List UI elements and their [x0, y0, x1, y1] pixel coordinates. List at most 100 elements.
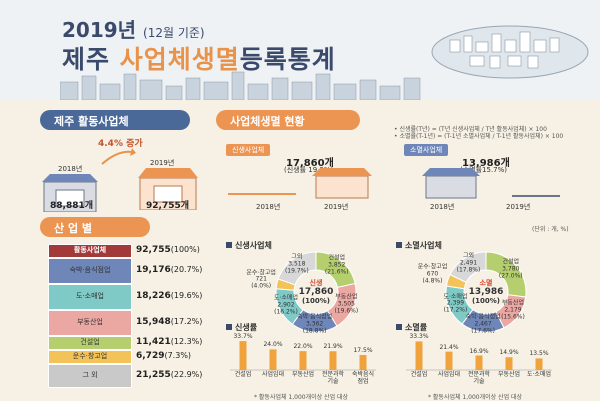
pie-center-label: 신생 17,860 (100%)	[298, 278, 334, 306]
category-row-value: 18,226(19.6%)	[136, 291, 202, 301]
store-2018-icon	[42, 174, 98, 212]
category-row-number: 6,729	[136, 351, 165, 361]
death-label: 소멸사업체	[404, 144, 449, 156]
death-pie-chart: 건설업 3,780 (27.0%) 부동산업 2,179 (15.6%) 숙박·음식점업 2,…	[406, 246, 566, 336]
bar	[415, 341, 423, 370]
birth-rate: (신생률 19.3%)	[284, 166, 334, 174]
bar-category-label: 사업임대	[261, 371, 285, 378]
death-bar-note: * 활동사업체 1,000개이상 산업 대상	[428, 394, 523, 401]
bar-category-label: 도·소매업	[527, 371, 551, 378]
bar	[239, 341, 247, 370]
birth-bar-title: 신생률	[226, 322, 257, 333]
death-bar-title-text: 소멸률	[405, 323, 428, 332]
pie-slice-label: 운수·창고업 721 (4.0%)	[246, 269, 276, 290]
bar	[299, 351, 307, 370]
birth-pie-chart: 건설업 3,852 (21.6%) 부동산업 3,505 (19.6%) 숙박·음식점업 3,…	[236, 246, 396, 336]
pie-slice-label: 그외 3,518 (19.7%)	[284, 253, 309, 275]
bar	[535, 358, 543, 370]
death-pie-title-text: 소멸사업체	[405, 241, 442, 250]
section-status-header: 사업체생멸 현황	[216, 110, 360, 130]
pie-slice-label: 도·소매업 2,399 (17.2%)	[443, 293, 468, 314]
active-value-2019: 92,755개	[146, 201, 190, 211]
pie-slice-label: 부동산업 2,179 (15.6%)	[501, 299, 525, 321]
bar-svg	[230, 341, 376, 371]
birth-bar-note: * 활동사업체 1,000개이상 산업 대상	[254, 394, 349, 401]
category-header-pct: (100%)	[170, 245, 200, 254]
active-growth: 4.4% 증가	[98, 139, 143, 149]
bar	[475, 355, 483, 370]
birth-bar-chart: 33.7% 건설업 24.0% 사업임대 22.0% 부동산업 21.9% 전문과학기술 17.…	[228, 330, 378, 392]
bar-value-label: 22.0%	[293, 343, 313, 351]
death-bar-chart: 33.3% 건설업 21.4% 사업임대 16.9% 전문과학기술 14.9% 부동산업 13.…	[404, 330, 554, 392]
category-row-value: 11,421(12.3%)	[136, 337, 202, 347]
category-row-pct: (7.3%)	[164, 351, 192, 360]
note-birth-rate: • 신생률(T년) = (T년 신생사업체 / T년 활동사업체) × 100	[394, 126, 547, 133]
pie-slice	[449, 251, 487, 284]
title-prefix: 제주	[62, 45, 120, 74]
bar	[359, 355, 367, 370]
category-header-label: 활동사업체	[48, 244, 132, 258]
pie-slice-label: 그외 2,491 (17.8%)	[456, 252, 481, 274]
death-year-2019: 2019년	[506, 203, 531, 211]
pie-slice	[277, 251, 317, 286]
title-highlight: 사업체생멸	[119, 45, 240, 74]
pie-center-label: 소멸 13,986 (100%)	[468, 278, 504, 306]
bar-category-label: 전문과학기술	[467, 371, 491, 385]
death-value: 13,986개	[462, 158, 510, 169]
bar	[505, 357, 513, 370]
bar-category-label: 부동산업	[497, 371, 521, 378]
note-death-rate: • 소멸률(T-1년) = (T-1년 소멸사업체 / T-1년 활동사업체) …	[394, 133, 564, 140]
bar-value-label: 21.4%	[439, 343, 459, 351]
bar-value-label: 14.9%	[499, 349, 519, 357]
pie-slice-label: 건설업 3,852 (21.6%)	[324, 254, 349, 276]
bar-category-label: 전문과학기술	[321, 371, 345, 385]
bar-svg	[406, 341, 552, 371]
category-row-number: 18,226	[136, 291, 171, 301]
birth-year-2019: 2019년	[324, 203, 349, 211]
category-row-value: 15,948(17.2%)	[136, 317, 202, 327]
category-row-value: 6,729(7.3%)	[136, 351, 191, 361]
bar-value-label: 16.9%	[469, 347, 489, 355]
page-title: 제주 사업체생멸등록통계	[62, 40, 336, 76]
death-store-illustration	[422, 168, 560, 199]
year-text: 2019년	[62, 18, 137, 42]
category-row-number: 19,176	[136, 265, 171, 275]
death-pie-title: 소멸사업체	[396, 240, 442, 251]
pie-slice-label: 운수·창고업 670 (4.8%)	[417, 264, 448, 285]
bar-value-label: 13.5%	[529, 350, 549, 358]
title-year: 2019년 (12월 기준)	[62, 14, 205, 43]
city-skyline-illustration	[60, 71, 421, 100]
donut-svg	[275, 251, 357, 333]
bar-category-label: 부동산업	[291, 371, 315, 378]
section-active-header: 제주 활동사업체	[40, 110, 190, 130]
pie-slice-label: 건설업 3,780 (27.0%)	[498, 258, 523, 280]
birth-bar-title-text: 신생률	[235, 323, 258, 332]
category-row-label: 건설업	[48, 336, 132, 350]
birth-pie-title: 신생사업체	[226, 240, 272, 251]
category-row-label: 그 외	[48, 364, 132, 388]
birth-store-illustration	[228, 168, 372, 199]
active-year-2019: 2019년	[150, 159, 175, 167]
bullet-square-icon	[396, 242, 402, 248]
category-row-pct: (22.9%)	[170, 370, 203, 379]
category-row-label: 운수·창고업	[48, 350, 132, 364]
unit-note: (단위 : 개, %)	[532, 226, 569, 233]
bullet-square-icon	[226, 324, 232, 330]
pie-slice-label: 부동산업 3,505 (19.6%)	[334, 293, 359, 315]
category-header-number: 92,755	[136, 245, 171, 255]
bar-category-label: 건설업	[234, 371, 252, 378]
bar-value-label: 21.9%	[323, 343, 343, 351]
bar-value-label: 33.3%	[409, 333, 429, 341]
death-year-2018: 2018년	[430, 203, 455, 211]
category-row-number: 11,421	[136, 337, 171, 347]
title-suffix: 등록통계	[239, 45, 336, 74]
category-row-label: 부동산업	[48, 310, 132, 336]
category-row-pct: (20.7%)	[170, 265, 203, 274]
birth-year-2018: 2018년	[256, 203, 281, 211]
birth-pie-title-text: 신생사업체	[235, 241, 272, 250]
category-row-number: 15,948	[136, 317, 171, 327]
bar-value-label: 24.0%	[263, 341, 283, 349]
jeju-island-illustration	[431, 25, 589, 79]
category-header-value: 92,755(100%)	[136, 245, 200, 255]
bar-category-label: 사업임대	[437, 371, 461, 378]
